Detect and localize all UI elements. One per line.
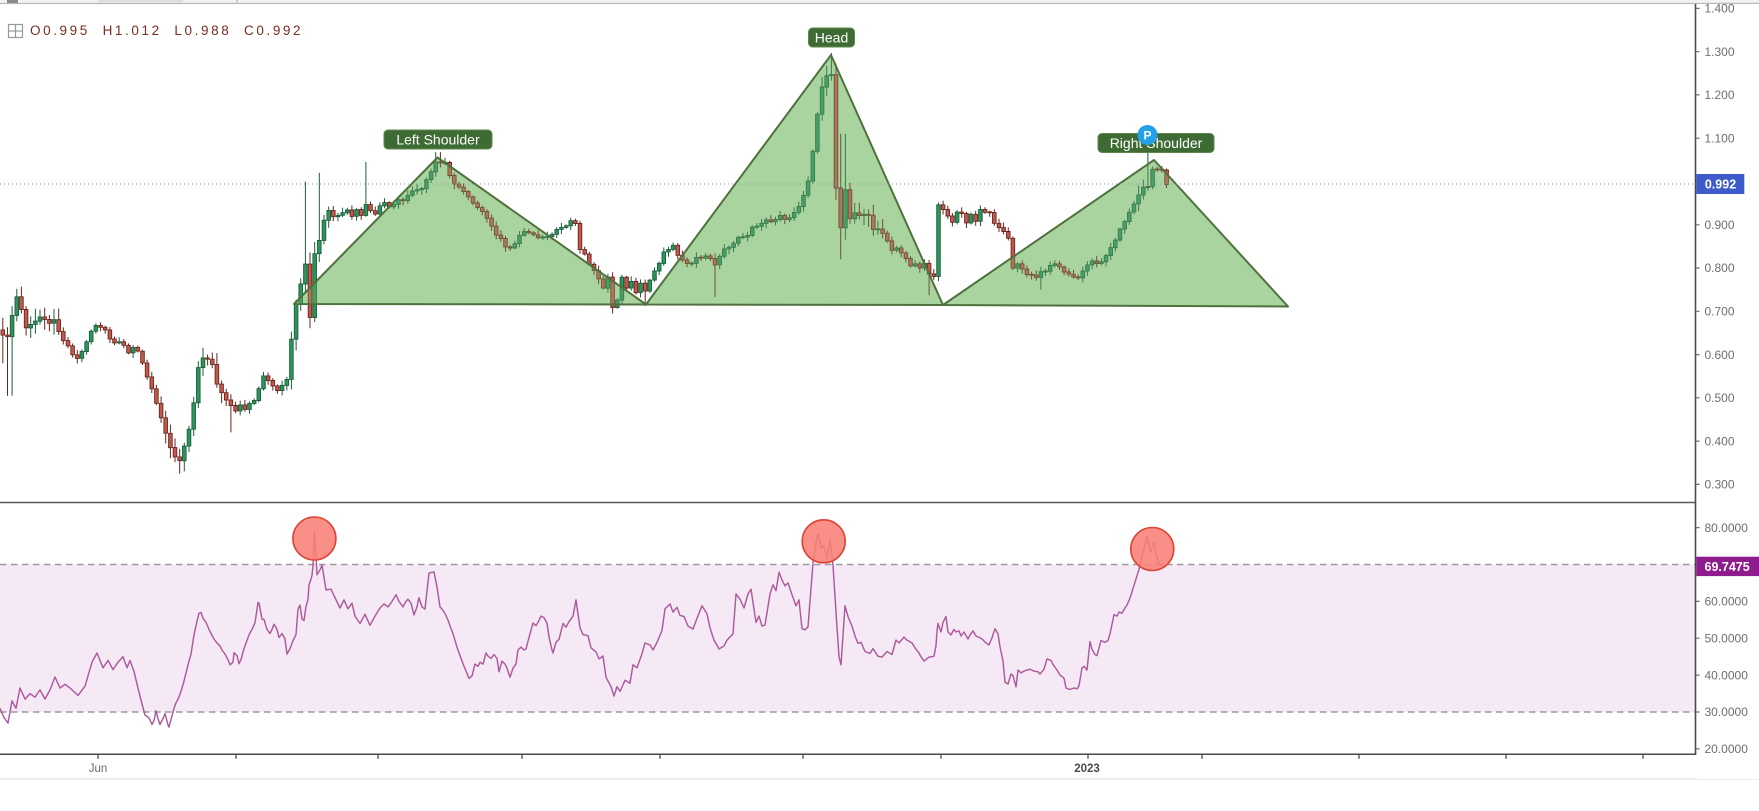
svg-text:Head: Head: [815, 30, 848, 46]
svg-text:0.992: 0.992: [1705, 178, 1736, 192]
svg-text:0.600: 0.600: [1705, 348, 1735, 362]
svg-text:Left Shoulder: Left Shoulder: [396, 132, 480, 148]
svg-text:1.400: 1.400: [1705, 2, 1735, 16]
svg-text:Jun: Jun: [89, 763, 108, 775]
svg-text:30.0000: 30.0000: [1705, 705, 1749, 719]
svg-text:50.0000: 50.0000: [1705, 632, 1749, 646]
svg-text:69.7475: 69.7475: [1705, 560, 1750, 574]
svg-text:1.100: 1.100: [1705, 131, 1735, 145]
svg-text:0.700: 0.700: [1705, 305, 1735, 319]
svg-text:0.400: 0.400: [1705, 434, 1735, 448]
svg-text:40.0000: 40.0000: [1705, 668, 1749, 682]
svg-text:0.300: 0.300: [1705, 478, 1735, 492]
svg-text:1.200: 1.200: [1705, 88, 1735, 102]
svg-text:20.0000: 20.0000: [1705, 742, 1749, 756]
svg-text:2023: 2023: [1074, 763, 1100, 775]
svg-text:1.300: 1.300: [1705, 45, 1735, 59]
svg-text:0.800: 0.800: [1705, 261, 1735, 275]
svg-text:Right Shoulder: Right Shoulder: [1110, 135, 1203, 151]
svg-text:P: P: [1143, 129, 1151, 143]
svg-text:0.900: 0.900: [1705, 218, 1735, 232]
svg-text:O0.995 H1.012 L0.988 C0.992: O0.995 H1.012 L0.988 C0.992: [30, 23, 303, 38]
svg-text:80.0000: 80.0000: [1705, 521, 1749, 535]
svg-text:0.500: 0.500: [1705, 391, 1735, 405]
svg-text:60.0000: 60.0000: [1705, 595, 1749, 609]
